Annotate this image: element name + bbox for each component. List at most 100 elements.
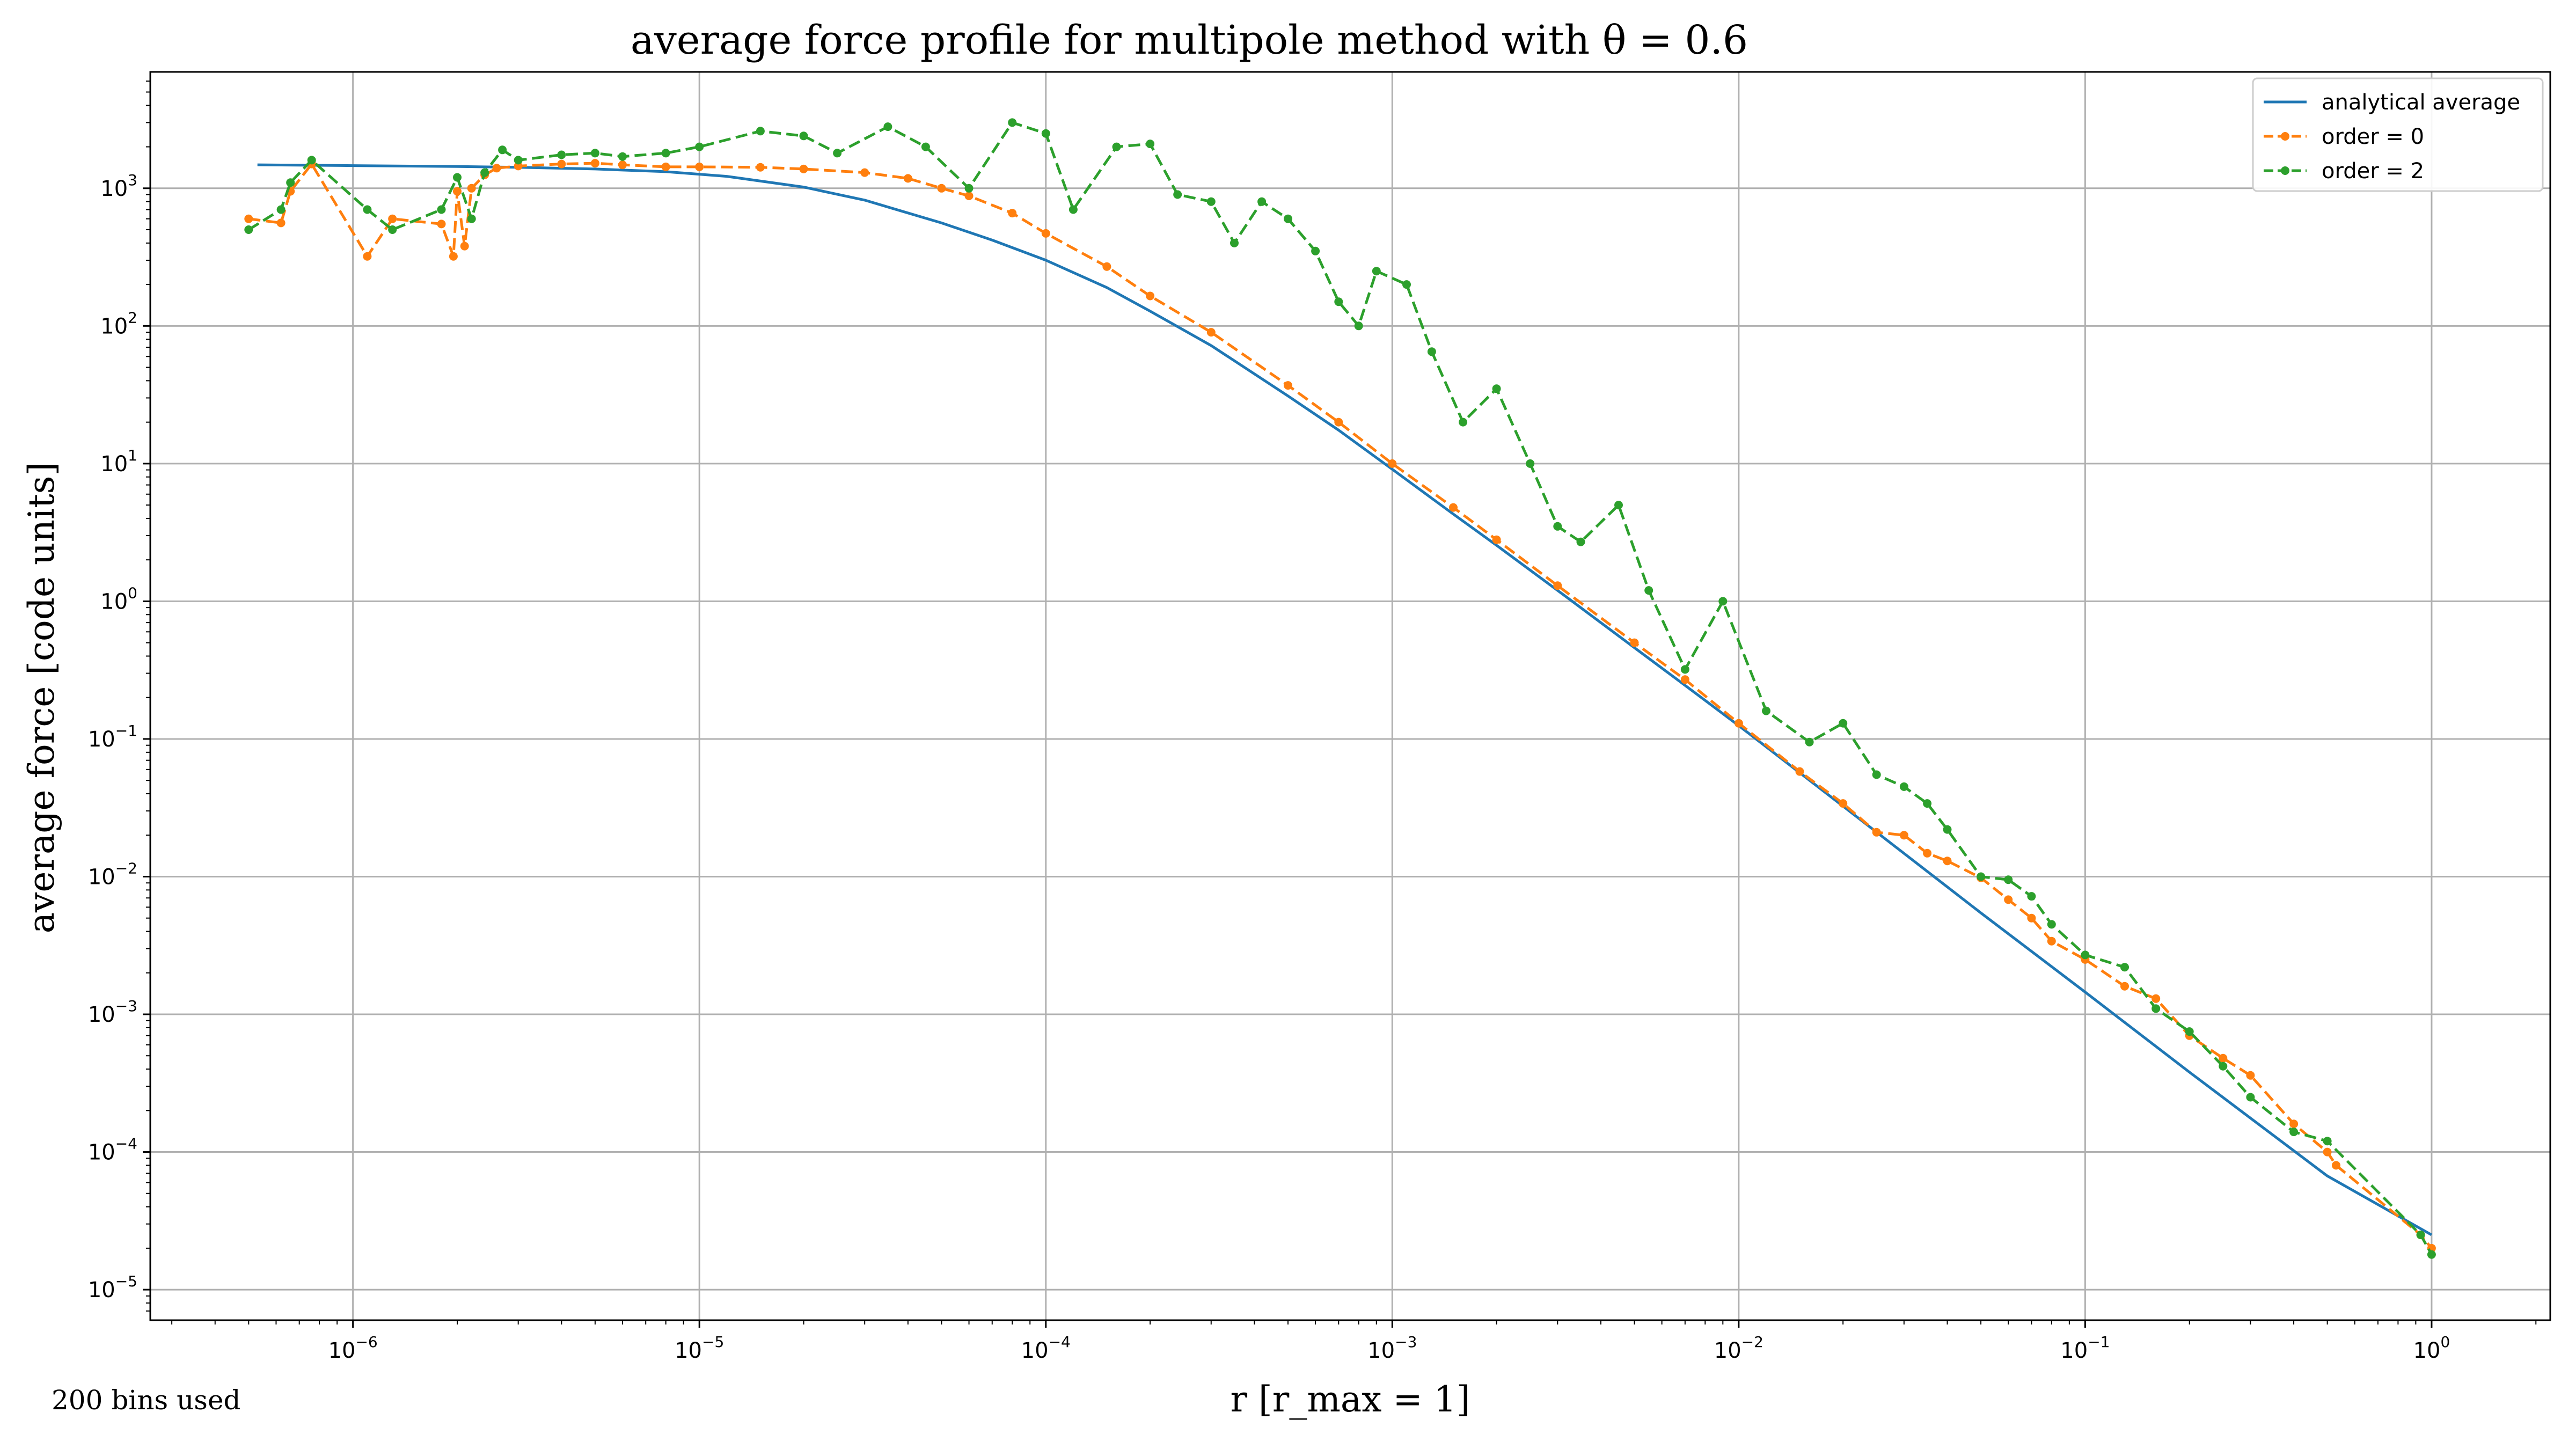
data-point-order-2 — [1146, 140, 1155, 149]
data-point-order-2 — [437, 205, 446, 214]
data-point-order-2 — [244, 225, 253, 234]
data-point-order-0 — [1334, 418, 1343, 427]
data-point-order-0 — [460, 241, 469, 251]
data-point-order-0 — [2120, 982, 2129, 991]
ticks: 10−6 10−5 10−4 10−3 10−2 10−1 10010−510−410−31… — [88, 80, 2537, 1363]
data-point-order-2 — [1762, 706, 1770, 715]
y-tick-label: 103 — [100, 171, 137, 201]
data-point-order-2 — [1718, 597, 1728, 606]
y-axis-label: average force [code units] — [21, 462, 62, 934]
data-point-order-2 — [618, 152, 627, 161]
data-point-order-2 — [2219, 1062, 2228, 1071]
data-point-order-0 — [276, 218, 286, 228]
axes-frame — [149, 71, 2551, 1321]
data-point-order-2 — [1680, 665, 1689, 674]
data-point-order-0 — [1206, 328, 1216, 337]
data-point-order-0 — [437, 219, 446, 229]
series-line-order-0 — [248, 162, 2433, 1249]
data-point-order-0 — [756, 163, 765, 172]
data-point-order-2 — [2081, 950, 2090, 960]
data-point-order-0 — [903, 174, 912, 183]
data-point-order-2 — [2151, 1004, 2161, 1013]
data-point-order-2 — [307, 156, 316, 165]
data-point-order-0 — [937, 184, 946, 193]
data-point-order-2 — [1112, 142, 1121, 151]
data-point-order-2 — [883, 122, 892, 131]
data-point-order-0 — [618, 160, 627, 170]
data-point-order-2 — [695, 142, 704, 151]
data-point-order-0 — [1839, 799, 1848, 808]
data-point-order-2 — [514, 156, 523, 165]
bins-annotation: 200 bins used — [52, 1385, 241, 1416]
data-point-order-2 — [2027, 892, 2036, 901]
data-point-order-2 — [1284, 214, 1292, 223]
data-point-order-2 — [480, 168, 489, 177]
data-point-order-0 — [1734, 719, 1743, 728]
data-point-order-2 — [2185, 1027, 2194, 1036]
data-point-order-2 — [1402, 280, 1411, 289]
data-point-order-0 — [1923, 848, 1932, 858]
data-point-order-0 — [1146, 291, 1155, 301]
data-point-order-0 — [799, 164, 808, 173]
legend: analytical average order = 0 order = 2 — [2252, 77, 2544, 192]
data-point-order-2 — [921, 142, 930, 151]
legend-label-order-0: order = 0 — [2322, 125, 2424, 149]
data-point-order-0 — [1872, 828, 1881, 837]
series-layer — [244, 118, 2436, 1259]
series-line-order-2 — [247, 121, 2433, 1255]
legend-marker-order-2 — [2281, 166, 2289, 175]
data-point-order-2 — [467, 214, 476, 223]
data-point-order-2 — [1311, 246, 1320, 255]
data-point-order-0 — [2027, 913, 2036, 923]
data-point-order-2 — [2246, 1093, 2255, 1102]
data-point-order-2 — [661, 149, 670, 158]
data-point-order-2 — [1526, 459, 1535, 468]
data-point-order-0 — [860, 168, 869, 177]
grid — [150, 72, 2550, 1320]
data-point-order-2 — [1334, 297, 1343, 306]
data-point-order-0 — [2323, 1147, 2332, 1157]
legend-box — [2252, 77, 2544, 192]
data-point-order-2 — [756, 127, 765, 136]
data-point-order-2 — [453, 173, 462, 182]
data-point-order-2 — [590, 149, 599, 158]
data-point-order-0 — [2047, 936, 2056, 946]
data-point-order-0 — [388, 214, 397, 223]
data-point-order-0 — [557, 159, 566, 169]
data-point-order-0 — [964, 192, 974, 200]
data-point-order-2 — [1257, 197, 1267, 206]
data-point-order-0 — [467, 184, 476, 193]
data-point-order-2 — [1553, 522, 1562, 531]
data-point-order-2 — [1923, 799, 1932, 808]
data-point-order-2 — [964, 184, 974, 193]
data-point-order-2 — [1644, 586, 1653, 595]
data-point-order-2 — [1069, 205, 1078, 214]
data-point-order-0 — [2004, 895, 2013, 904]
data-point-order-0 — [2246, 1071, 2255, 1080]
data-point-order-0 — [661, 162, 670, 171]
data-point-order-2 — [799, 131, 808, 141]
data-point-order-2 — [1427, 347, 1436, 356]
data-point-order-2 — [1008, 118, 1017, 127]
data-point-order-0 — [1102, 262, 1111, 271]
data-point-order-0 — [695, 162, 704, 171]
data-point-order-0 — [2289, 1119, 2299, 1129]
data-point-order-2 — [1173, 190, 1182, 199]
data-point-order-2 — [1805, 737, 1814, 747]
data-point-order-0 — [1284, 381, 1292, 390]
y-tick-label: 10−4 — [88, 1135, 137, 1165]
data-point-order-0 — [453, 187, 462, 196]
legend-items: analytical average order = 0 order = 2 — [2264, 90, 2520, 184]
data-point-order-0 — [449, 252, 458, 261]
data-point-order-0 — [590, 159, 599, 168]
data-point-order-0 — [2219, 1053, 2228, 1063]
data-point-order-0 — [1553, 581, 1562, 590]
data-point-order-2 — [1899, 782, 1908, 791]
data-point-order-2 — [276, 205, 286, 214]
data-point-order-2 — [388, 225, 397, 234]
data-point-order-2 — [1354, 321, 1363, 331]
data-point-order-2 — [286, 178, 295, 187]
data-point-order-2 — [2416, 1231, 2425, 1239]
data-point-order-2 — [1839, 719, 1848, 728]
y-tick-label: 100 — [100, 584, 137, 614]
